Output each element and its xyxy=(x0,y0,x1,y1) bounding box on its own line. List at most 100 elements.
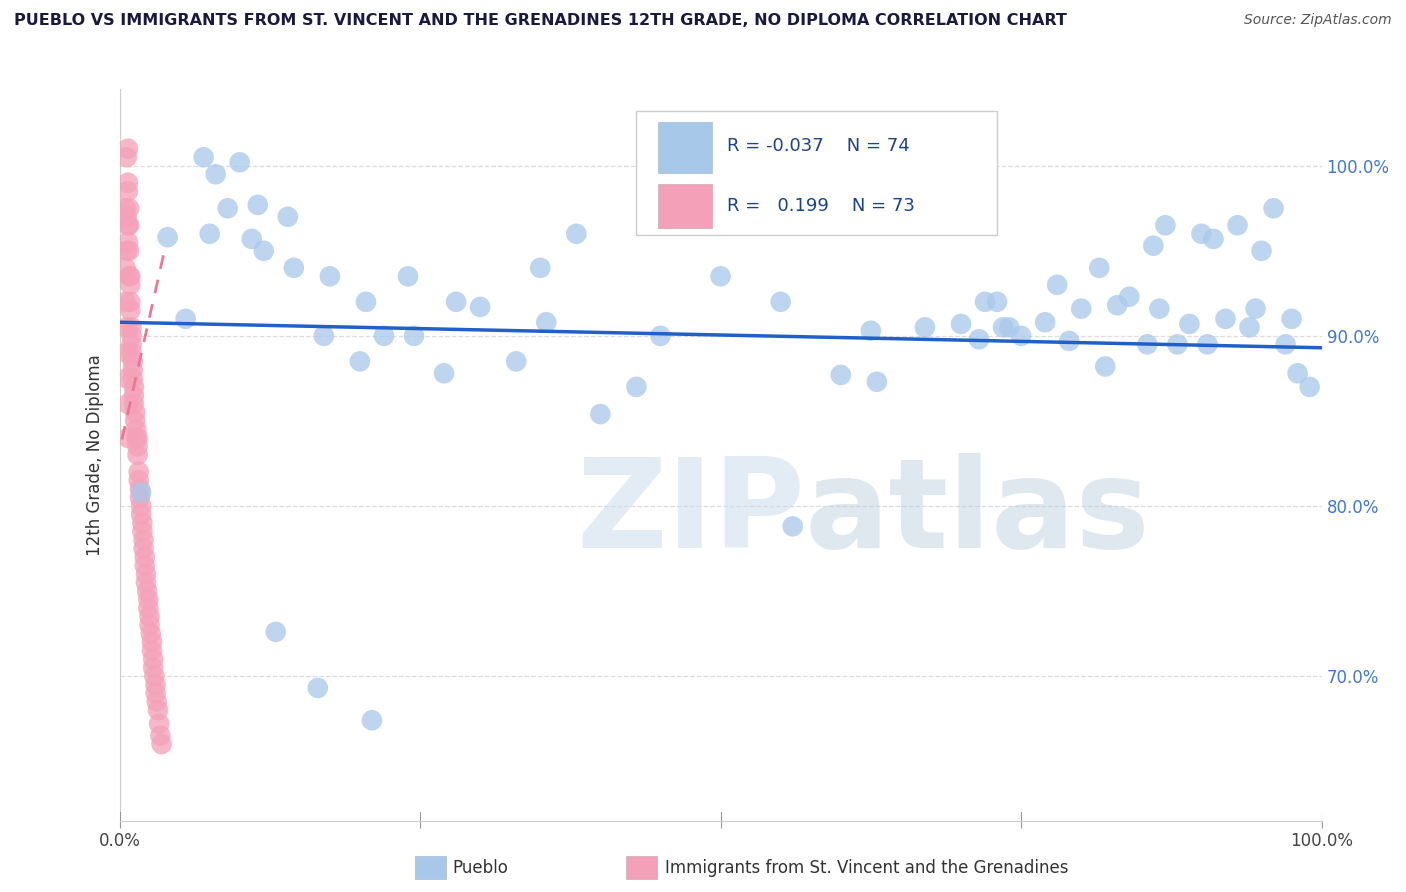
Point xyxy=(349,354,371,368)
Point xyxy=(134,558,156,573)
Point xyxy=(114,260,136,275)
Point xyxy=(121,320,143,334)
Point xyxy=(1057,334,1080,348)
Point xyxy=(118,244,141,258)
Point xyxy=(217,201,239,215)
Point xyxy=(1178,317,1201,331)
Point xyxy=(307,681,329,695)
Point xyxy=(782,519,804,533)
Point xyxy=(228,155,252,169)
Point xyxy=(117,431,139,445)
Point xyxy=(142,660,165,674)
Point xyxy=(1107,298,1129,312)
Point xyxy=(143,669,166,683)
Point xyxy=(117,184,139,198)
Point xyxy=(1088,260,1111,275)
Point xyxy=(125,422,148,436)
Point xyxy=(866,375,889,389)
Point xyxy=(264,624,287,639)
Point xyxy=(117,219,139,233)
Point xyxy=(277,210,299,224)
Point xyxy=(121,337,143,351)
Point xyxy=(129,485,152,500)
Point xyxy=(967,332,990,346)
Point xyxy=(156,230,179,244)
Point xyxy=(150,737,173,751)
Point xyxy=(1142,238,1164,252)
Text: PUEBLO VS IMMIGRANTS FROM ST. VINCENT AND THE GRENADINES 12TH GRADE, NO DIPLOMA : PUEBLO VS IMMIGRANTS FROM ST. VINCENT AN… xyxy=(14,13,1067,29)
Point xyxy=(138,618,160,632)
Text: R = -0.037    N = 74: R = -0.037 N = 74 xyxy=(727,137,910,155)
Point xyxy=(1118,290,1140,304)
Point xyxy=(149,729,172,743)
Point xyxy=(433,366,456,380)
Point xyxy=(536,315,558,329)
Point xyxy=(1010,329,1032,343)
Point xyxy=(1046,277,1069,292)
Point xyxy=(145,677,167,691)
Point xyxy=(986,294,1008,309)
Point xyxy=(198,227,221,241)
Point xyxy=(253,244,276,258)
Point xyxy=(129,508,152,522)
Point xyxy=(117,142,139,156)
Point xyxy=(312,329,335,343)
Point xyxy=(505,354,527,368)
Point xyxy=(120,294,142,309)
Point xyxy=(361,713,384,727)
Point xyxy=(1136,337,1159,351)
Y-axis label: 12th Grade, No Diploma: 12th Grade, No Diploma xyxy=(86,354,104,556)
Point xyxy=(354,294,377,309)
Point xyxy=(650,329,672,343)
Point xyxy=(115,150,138,164)
Point xyxy=(1226,219,1249,233)
Point xyxy=(135,566,157,581)
Point xyxy=(114,294,136,309)
Point xyxy=(138,601,160,615)
Point xyxy=(117,176,139,190)
Point xyxy=(115,371,138,385)
Point xyxy=(319,269,342,284)
Point xyxy=(1274,337,1296,351)
Text: Source: ZipAtlas.com: Source: ZipAtlas.com xyxy=(1244,13,1392,28)
Bar xyxy=(658,122,713,173)
Point xyxy=(859,324,882,338)
Point xyxy=(1281,311,1303,326)
Bar xyxy=(658,185,713,228)
Point xyxy=(146,695,169,709)
Point xyxy=(1250,244,1272,258)
Point xyxy=(122,380,145,394)
Point xyxy=(769,294,792,309)
Point xyxy=(121,363,143,377)
Point xyxy=(136,584,159,599)
Point xyxy=(145,686,167,700)
Point xyxy=(124,414,146,428)
Point xyxy=(974,294,997,309)
Point xyxy=(135,575,157,590)
Point xyxy=(129,499,152,513)
Point xyxy=(1154,219,1177,233)
Point xyxy=(148,716,170,731)
Text: Immigrants from St. Vincent and the Grenadines: Immigrants from St. Vincent and the Gren… xyxy=(665,859,1069,878)
Point xyxy=(1244,301,1267,316)
Point xyxy=(138,592,160,607)
Point xyxy=(444,294,467,309)
Point xyxy=(174,311,197,326)
Point xyxy=(131,516,153,530)
Point xyxy=(402,329,425,343)
Point xyxy=(129,491,152,505)
Point xyxy=(121,371,143,385)
Point xyxy=(129,482,152,496)
Point xyxy=(204,167,226,181)
Point xyxy=(1215,311,1237,326)
Text: ZIP: ZIP xyxy=(576,453,806,574)
Point xyxy=(396,269,419,284)
Point xyxy=(626,380,648,394)
Point xyxy=(565,227,588,241)
Point xyxy=(127,431,149,445)
Point xyxy=(146,703,169,717)
Point xyxy=(120,277,142,292)
Point xyxy=(373,329,395,343)
Point xyxy=(141,643,163,657)
Point xyxy=(468,300,492,314)
